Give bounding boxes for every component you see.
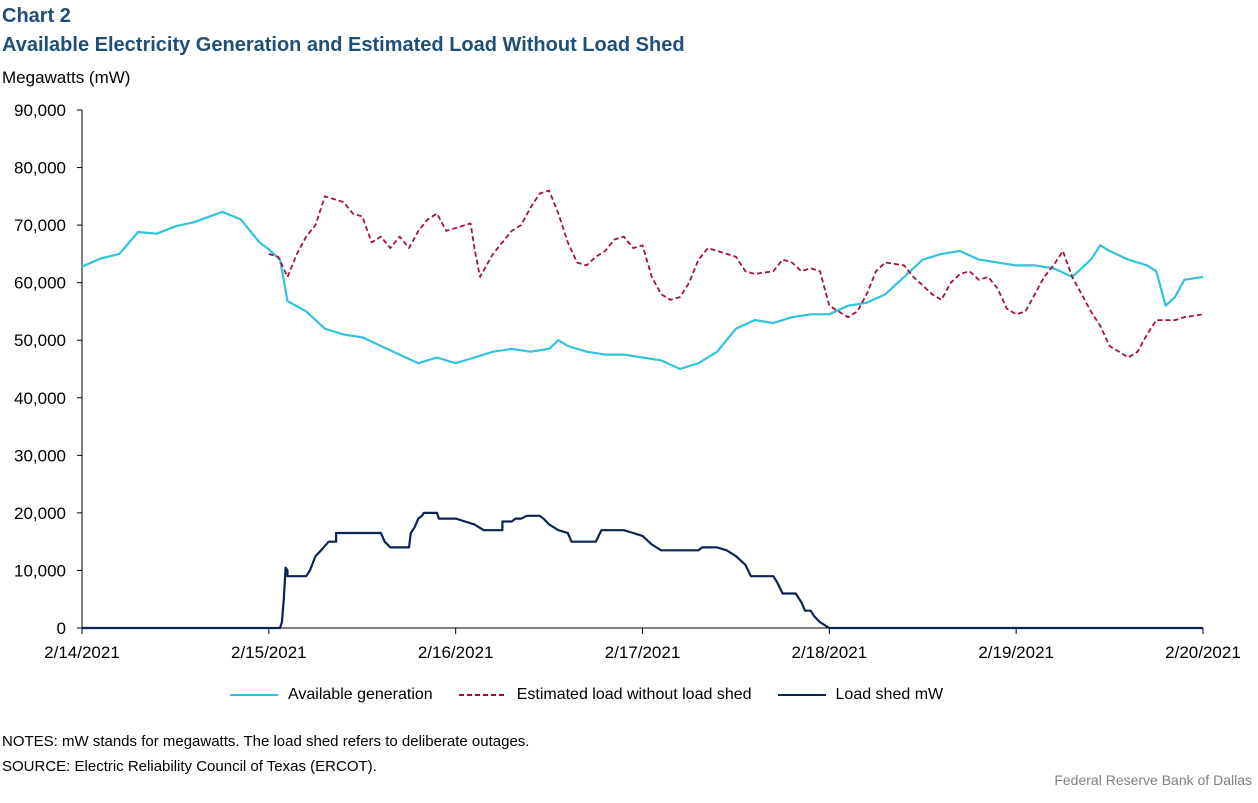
y-tick-label: 30,000 xyxy=(14,446,66,465)
chart-title: Available Electricity Generation and Est… xyxy=(2,34,685,56)
y-tick-label: 10,000 xyxy=(14,561,66,580)
x-tick-label: 2/14/2021 xyxy=(44,643,120,662)
notes-text: NOTES: mW stands for megawatts. The load… xyxy=(2,733,530,750)
line-chart: 0 10,000 20,000 30,000 40,000 50,000 60,000 70,… xyxy=(14,101,1241,662)
x-tick-label: 2/16/2021 xyxy=(418,643,494,662)
x-axis: 2/14/2021 2/15/2021 2/16/2021 2/17/2021 2/18… xyxy=(44,627,1241,662)
series-line-available-generation xyxy=(81,210,1204,371)
chart-label: Chart 2 xyxy=(2,5,71,27)
x-tick-label: 2/17/2021 xyxy=(605,643,681,662)
y-tick-label: 20,000 xyxy=(14,504,66,523)
x-tick-label: 2/20/2021 xyxy=(1165,643,1241,662)
series-line-load-shed-mw xyxy=(82,511,1203,630)
y-tick-label: 0 xyxy=(57,619,66,638)
x-tick-label: 2/15/2021 xyxy=(231,643,307,662)
y-axis: 0 10,000 20,000 30,000 40,000 50,000 60,000 70,… xyxy=(14,101,83,638)
y-tick-label: 40,000 xyxy=(14,389,66,408)
plot-area: 0 10,000 20,000 30,000 40,000 50,000 60,000 70,… xyxy=(14,101,1241,662)
credit-text: Federal Reserve Bank of Dallas xyxy=(1054,772,1252,788)
legend-label-available-generation: Available generation xyxy=(288,686,433,703)
legend: Available generation Estimated load with… xyxy=(228,683,967,707)
y-tick-label: 90,000 xyxy=(14,101,66,120)
y-tick-label: 50,000 xyxy=(14,331,66,350)
legend-swatch-available-generation xyxy=(230,694,278,696)
source-text: SOURCE: Electric Reliability Council of … xyxy=(2,758,377,775)
legend-item-available-generation: Available generation xyxy=(228,686,433,704)
legend-label-load-shed: Load shed mW xyxy=(835,686,944,703)
y-tick-label: 70,000 xyxy=(14,216,66,235)
legend-swatch-load-shed xyxy=(777,694,826,696)
x-tick-label: 2/19/2021 xyxy=(978,643,1054,662)
legend-swatch-estimated-load xyxy=(458,694,507,696)
y-tick-label: 80,000 xyxy=(14,159,66,178)
notes-block: NOTES: mW stands for megawatts. The load… xyxy=(2,729,529,779)
series-line-estimated-load-without-load-shed xyxy=(268,189,1204,359)
y-axis-unit-label: Megawatts (mW) xyxy=(2,68,131,87)
y-tick-label: 60,000 xyxy=(14,274,66,293)
legend-item-load-shed: Load shed mW xyxy=(776,686,944,704)
series-group xyxy=(81,189,1204,630)
legend-item-estimated-load: Estimated load without load shed xyxy=(457,686,752,704)
x-tick-label: 2/18/2021 xyxy=(792,643,868,662)
legend-label-estimated-load: Estimated load without load shed xyxy=(516,686,752,703)
